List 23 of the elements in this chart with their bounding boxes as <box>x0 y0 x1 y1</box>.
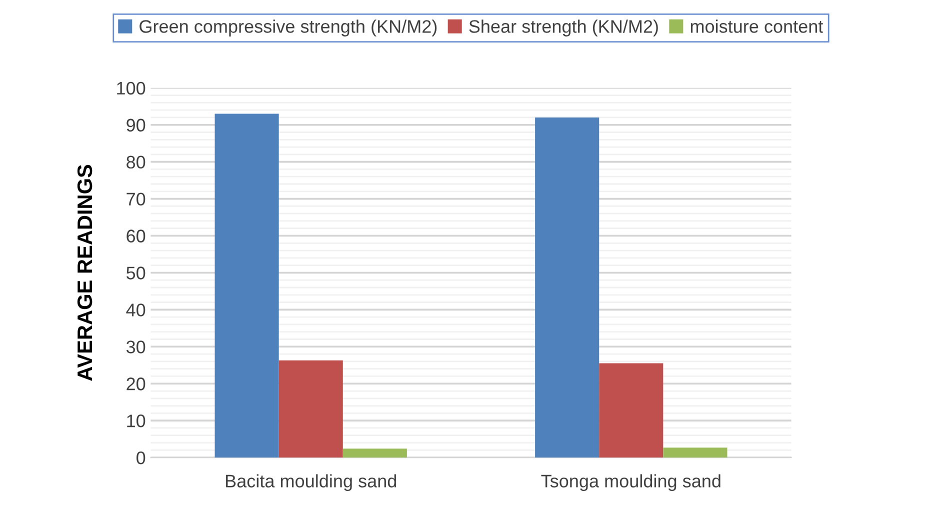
y-tick-label: 0 <box>136 451 146 464</box>
bar <box>535 117 600 458</box>
legend-label: moisture content <box>690 20 824 33</box>
y-tick-label: 10 <box>127 414 146 428</box>
bar <box>342 448 407 458</box>
bar <box>214 114 279 458</box>
y-tick-label: 20 <box>126 378 146 390</box>
y-tick-label: 90 <box>126 118 146 132</box>
y-tick-label: 40 <box>126 304 146 316</box>
bar <box>663 448 728 458</box>
y-tick-label: 100 <box>117 82 146 95</box>
y-axis-title: AVERAGE READINGS <box>77 164 92 381</box>
y-tick-label: 70 <box>126 192 146 206</box>
bar <box>278 360 343 458</box>
legend-label: Shear strength (KN/M2) <box>469 20 658 36</box>
y-tick-label: 30 <box>126 340 146 354</box>
x-tick-label: Bacita moulding sand <box>226 474 396 492</box>
legend-label: Green compressive strength (KN/M2) <box>140 20 437 36</box>
y-tick-label: 50 <box>126 266 146 280</box>
bar <box>599 363 664 458</box>
y-tick-label: 80 <box>126 156 146 169</box>
x-tick-label: Tsonga moulding sand <box>541 474 720 492</box>
y-tick-label: 60 <box>126 230 146 242</box>
